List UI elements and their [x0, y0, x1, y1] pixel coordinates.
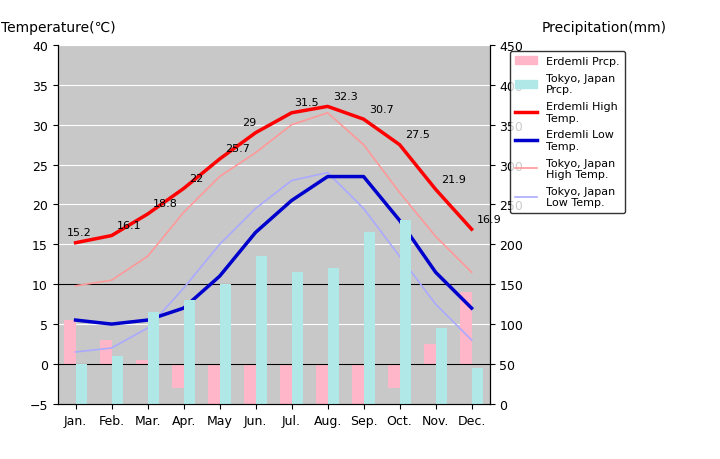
Bar [460, 292, 472, 364]
Text: Temperature(℃): Temperature(℃) [1, 21, 116, 35]
Bar [400, 221, 411, 404]
Text: 16.9: 16.9 [477, 214, 502, 224]
Erdemli Low
Temp. [395, 218, 404, 224]
Erdemli Low
Temp. [215, 274, 224, 280]
Text: 31.5: 31.5 [294, 98, 319, 108]
Bar [292, 273, 303, 404]
Text: 21.9: 21.9 [441, 174, 466, 185]
Line: Erdemli High
Temp.: Erdemli High Temp. [76, 107, 472, 243]
Tokyo, Japan
Low Temp. [467, 337, 476, 343]
Bar [208, 364, 220, 404]
Bar [328, 269, 339, 404]
Erdemli High
Temp. [323, 104, 332, 110]
Erdemli Low
Temp. [431, 270, 440, 275]
Bar [256, 257, 267, 404]
Line: Tokyo, Japan
High Temp.: Tokyo, Japan High Temp. [76, 113, 472, 286]
Tokyo, Japan
Low Temp. [179, 286, 188, 291]
Text: 22: 22 [189, 174, 204, 184]
Line: Tokyo, Japan
Low Temp.: Tokyo, Japan Low Temp. [76, 173, 472, 352]
Bar [136, 360, 148, 364]
Bar [64, 320, 76, 364]
Tokyo, Japan
High Temp. [359, 143, 368, 148]
Text: 15.2: 15.2 [67, 228, 92, 238]
Bar [364, 233, 375, 404]
Bar [172, 364, 184, 388]
Bar [100, 340, 112, 364]
Text: 32.3: 32.3 [333, 92, 358, 101]
Erdemli High
Temp. [467, 227, 476, 232]
Bar [220, 285, 231, 404]
Tokyo, Japan
High Temp. [143, 254, 152, 259]
Tokyo, Japan
Low Temp. [71, 349, 80, 355]
Legend: Erdemli Prcp., Tokyo, Japan
Prcp., Erdemli High
Temp., Erdemli Low
Temp., Tokyo,: Erdemli Prcp., Tokyo, Japan Prcp., Erdem… [510, 51, 626, 213]
Bar [280, 364, 292, 404]
Erdemli Low
Temp. [179, 306, 188, 311]
Bar [436, 328, 447, 404]
Bar [316, 364, 328, 404]
Tokyo, Japan
High Temp. [395, 190, 404, 196]
Tokyo, Japan
Low Temp. [251, 206, 260, 212]
Erdemli High
Temp. [287, 111, 296, 116]
Tokyo, Japan
High Temp. [215, 174, 224, 180]
Tokyo, Japan
Low Temp. [359, 206, 368, 212]
Text: Precipitation(mm): Precipitation(mm) [541, 21, 667, 35]
Erdemli Low
Temp. [107, 322, 116, 327]
Bar [424, 344, 436, 364]
Text: 27.5: 27.5 [405, 130, 430, 140]
Tokyo, Japan
Low Temp. [215, 242, 224, 247]
Tokyo, Japan
Low Temp. [143, 325, 152, 331]
Tokyo, Japan
High Temp. [71, 283, 80, 289]
Erdemli High
Temp. [431, 187, 440, 193]
Text: 30.7: 30.7 [369, 104, 394, 114]
Bar [148, 313, 159, 404]
Tokyo, Japan
High Temp. [431, 234, 440, 240]
Erdemli Low
Temp. [323, 174, 332, 180]
Bar [388, 364, 400, 388]
Text: 29: 29 [242, 118, 256, 128]
Bar [184, 301, 195, 404]
Erdemli High
Temp. [143, 212, 152, 217]
Erdemli Low
Temp. [467, 306, 476, 311]
Erdemli Low
Temp. [251, 230, 260, 235]
Bar [352, 364, 364, 404]
Tokyo, Japan
High Temp. [323, 111, 332, 116]
Erdemli High
Temp. [251, 131, 260, 136]
Text: 18.8: 18.8 [153, 199, 178, 209]
Erdemli High
Temp. [71, 241, 80, 246]
Tokyo, Japan
Low Temp. [287, 179, 296, 184]
Tokyo, Japan
Low Temp. [323, 170, 332, 176]
Tokyo, Japan
High Temp. [287, 123, 296, 128]
Tokyo, Japan
High Temp. [107, 278, 116, 283]
Erdemli High
Temp. [395, 143, 404, 148]
Tokyo, Japan
High Temp. [179, 210, 188, 216]
Tokyo, Japan
Low Temp. [431, 302, 440, 307]
Erdemli Low
Temp. [143, 318, 152, 323]
Bar [244, 364, 256, 404]
Erdemli Low
Temp. [287, 198, 296, 204]
Text: 16.1: 16.1 [117, 220, 142, 230]
Erdemli High
Temp. [107, 233, 116, 239]
Text: 25.7: 25.7 [225, 144, 250, 154]
Line: Erdemli Low
Temp.: Erdemli Low Temp. [76, 177, 472, 325]
Tokyo, Japan
Low Temp. [107, 346, 116, 351]
Tokyo, Japan
High Temp. [467, 270, 476, 275]
Erdemli High
Temp. [179, 186, 188, 192]
Erdemli High
Temp. [215, 157, 224, 162]
Bar [472, 368, 483, 404]
Erdemli Low
Temp. [359, 174, 368, 180]
Bar [76, 364, 87, 404]
Bar [112, 356, 123, 404]
Erdemli High
Temp. [359, 117, 368, 123]
Tokyo, Japan
High Temp. [251, 151, 260, 156]
Tokyo, Japan
Low Temp. [395, 254, 404, 259]
Erdemli Low
Temp. [71, 318, 80, 323]
